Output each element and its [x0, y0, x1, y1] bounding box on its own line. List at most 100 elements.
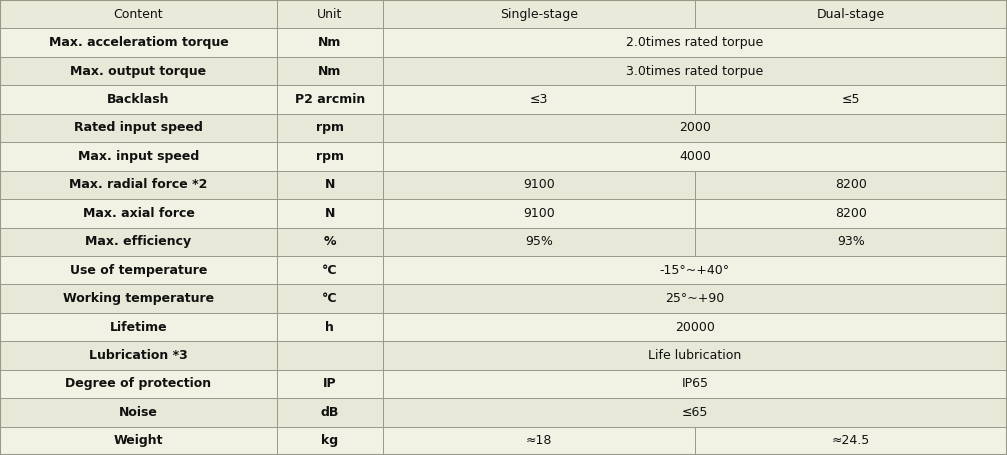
Text: Max. efficiency: Max. efficiency [86, 235, 191, 248]
Text: 20000: 20000 [675, 320, 715, 334]
Bar [383, 228, 695, 256]
Text: 3.0times rated torpue: 3.0times rated torpue [626, 65, 763, 78]
Bar [277, 0, 383, 28]
Text: Max. input speed: Max. input speed [78, 150, 199, 163]
Text: 95%: 95% [525, 235, 553, 248]
Text: Life lubrication: Life lubrication [649, 349, 741, 362]
Text: Max. output torque: Max. output torque [70, 65, 206, 78]
Bar [383, 86, 695, 114]
Bar [277, 398, 383, 427]
Text: Max. acceleratiom torque: Max. acceleratiom torque [48, 36, 229, 49]
Bar [0, 284, 277, 313]
Text: °C: °C [322, 292, 337, 305]
Text: Dual-stage: Dual-stage [817, 8, 885, 21]
Bar [0, 171, 277, 199]
Bar [695, 86, 1007, 114]
Bar [0, 228, 277, 256]
Text: ≈18: ≈18 [526, 434, 552, 447]
Bar [277, 341, 383, 369]
Text: P2 arcmin: P2 arcmin [295, 93, 365, 106]
Bar [0, 341, 277, 369]
Bar [277, 57, 383, 86]
Text: IP65: IP65 [682, 377, 708, 390]
Bar [0, 28, 277, 57]
Bar [695, 199, 1007, 228]
Text: N: N [324, 178, 335, 192]
Bar [277, 228, 383, 256]
Bar [0, 114, 277, 142]
Text: 8200: 8200 [835, 178, 867, 192]
Bar [383, 28, 1007, 57]
Text: Lubrication *3: Lubrication *3 [89, 349, 188, 362]
Text: 8200: 8200 [835, 207, 867, 220]
Text: 4000: 4000 [679, 150, 711, 163]
Bar [383, 171, 695, 199]
Text: 25°~+90: 25°~+90 [666, 292, 724, 305]
Text: dB: dB [320, 406, 339, 419]
Bar [0, 313, 277, 341]
Text: Nm: Nm [318, 36, 341, 49]
Text: Content: Content [114, 8, 163, 21]
Text: Max. radial force *2: Max. radial force *2 [69, 178, 207, 192]
Text: rpm: rpm [316, 150, 343, 163]
Bar [0, 398, 277, 427]
Text: Unit: Unit [317, 8, 342, 21]
Text: Nm: Nm [318, 65, 341, 78]
Text: Use of temperature: Use of temperature [69, 263, 207, 277]
Text: Weight: Weight [114, 434, 163, 447]
Bar [0, 57, 277, 86]
Text: ≤5: ≤5 [842, 93, 860, 106]
Bar [0, 427, 277, 455]
Text: rpm: rpm [316, 121, 343, 135]
Bar [0, 256, 277, 284]
Text: 93%: 93% [837, 235, 865, 248]
Bar [383, 114, 1007, 142]
Bar [0, 0, 277, 28]
Text: 9100: 9100 [523, 207, 555, 220]
Bar [383, 284, 1007, 313]
Bar [383, 427, 695, 455]
Text: IP: IP [323, 377, 336, 390]
Bar [383, 199, 695, 228]
Bar [277, 256, 383, 284]
Text: 9100: 9100 [523, 178, 555, 192]
Text: Single-stage: Single-stage [499, 8, 578, 21]
Text: ≈24.5: ≈24.5 [832, 434, 870, 447]
Bar [277, 284, 383, 313]
Bar [277, 199, 383, 228]
Bar [277, 313, 383, 341]
Text: -15°~+40°: -15°~+40° [660, 263, 730, 277]
Text: %: % [323, 235, 336, 248]
Bar [695, 0, 1007, 28]
Text: °C: °C [322, 263, 337, 277]
Text: Working temperature: Working temperature [62, 292, 214, 305]
Bar [277, 369, 383, 398]
Bar [277, 114, 383, 142]
Text: N: N [324, 207, 335, 220]
Bar [0, 369, 277, 398]
Bar [383, 369, 1007, 398]
Text: Noise: Noise [119, 406, 158, 419]
Text: Max. axial force: Max. axial force [83, 207, 194, 220]
Text: h: h [325, 320, 334, 334]
Bar [277, 86, 383, 114]
Bar [277, 28, 383, 57]
Bar [277, 142, 383, 171]
Bar [0, 142, 277, 171]
Bar [0, 86, 277, 114]
Text: 2.0times rated torpue: 2.0times rated torpue [626, 36, 763, 49]
Bar [383, 142, 1007, 171]
Text: 2000: 2000 [679, 121, 711, 135]
Bar [383, 341, 1007, 369]
Text: kg: kg [321, 434, 338, 447]
Bar [383, 0, 695, 28]
Bar [383, 313, 1007, 341]
Text: ≤65: ≤65 [682, 406, 708, 419]
Bar [695, 228, 1007, 256]
Text: Degree of protection: Degree of protection [65, 377, 211, 390]
Bar [0, 199, 277, 228]
Bar [383, 398, 1007, 427]
Bar [695, 171, 1007, 199]
Bar [695, 427, 1007, 455]
Text: Backlash: Backlash [107, 93, 170, 106]
